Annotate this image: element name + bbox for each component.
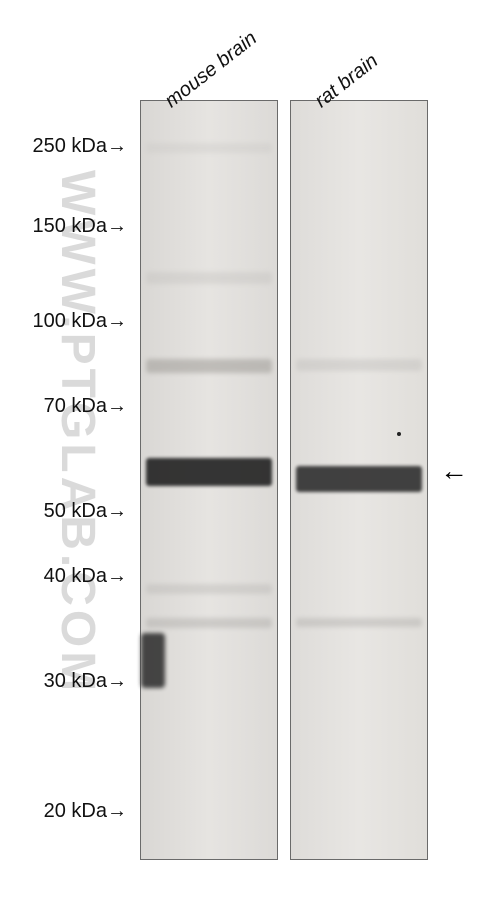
- arrow-right-icon: →: [107, 670, 125, 692]
- smudge-mouse: [141, 633, 165, 688]
- arrow-right-icon: →: [107, 500, 125, 522]
- band-mouse-1: [146, 272, 271, 284]
- mw-marker-6: 30 kDa→: [10, 670, 125, 693]
- arrow-right-icon: →: [107, 310, 125, 332]
- arrow-right-icon: →: [107, 800, 125, 822]
- band-rat-0: [296, 359, 421, 371]
- speck-rat: [397, 432, 401, 436]
- band-mouse-4: [146, 584, 271, 594]
- mw-marker-label: 30 kDa: [44, 670, 107, 692]
- arrow-right-icon: →: [107, 395, 125, 417]
- band-mouse-5: [146, 618, 271, 628]
- mw-marker-0: 250 kDa→: [10, 135, 125, 158]
- mw-marker-label: 150 kDa: [33, 215, 108, 237]
- mw-marker-4: 50 kDa→: [10, 500, 125, 523]
- arrow-right-icon: →: [107, 135, 125, 157]
- band-rat-2: [296, 618, 421, 627]
- mw-marker-label: 20 kDa: [44, 800, 107, 822]
- band-mouse-3-main: [146, 458, 271, 486]
- band-mouse-2: [146, 359, 271, 373]
- mw-marker-label: 40 kDa: [44, 565, 107, 587]
- mw-marker-7: 20 kDa→: [10, 800, 125, 823]
- western-blot-figure: WWW.PTGLAB.COM 250 kDa→150 kDa→100 kDa→7…: [0, 0, 500, 903]
- mw-marker-1: 150 kDa→: [10, 215, 125, 238]
- mw-marker-label: 250 kDa: [33, 135, 108, 157]
- watermark-text: WWW.PTGLAB.COM: [50, 170, 105, 695]
- mw-marker-label: 50 kDa: [44, 500, 107, 522]
- mw-marker-label: 100 kDa: [33, 310, 108, 332]
- mw-marker-5: 40 kDa→: [10, 565, 125, 588]
- mw-marker-3: 70 kDa→: [10, 395, 125, 418]
- target-band-arrow: ←: [440, 455, 468, 487]
- arrow-right-icon: →: [107, 565, 125, 587]
- band-mouse-0: [146, 143, 271, 153]
- lane-mouse: [140, 100, 278, 860]
- arrow-right-icon: →: [107, 215, 125, 237]
- band-rat-1-main: [296, 466, 421, 492]
- mw-marker-2: 100 kDa→: [10, 310, 125, 333]
- lane-rat: [290, 100, 428, 860]
- mw-marker-label: 70 kDa: [44, 395, 107, 417]
